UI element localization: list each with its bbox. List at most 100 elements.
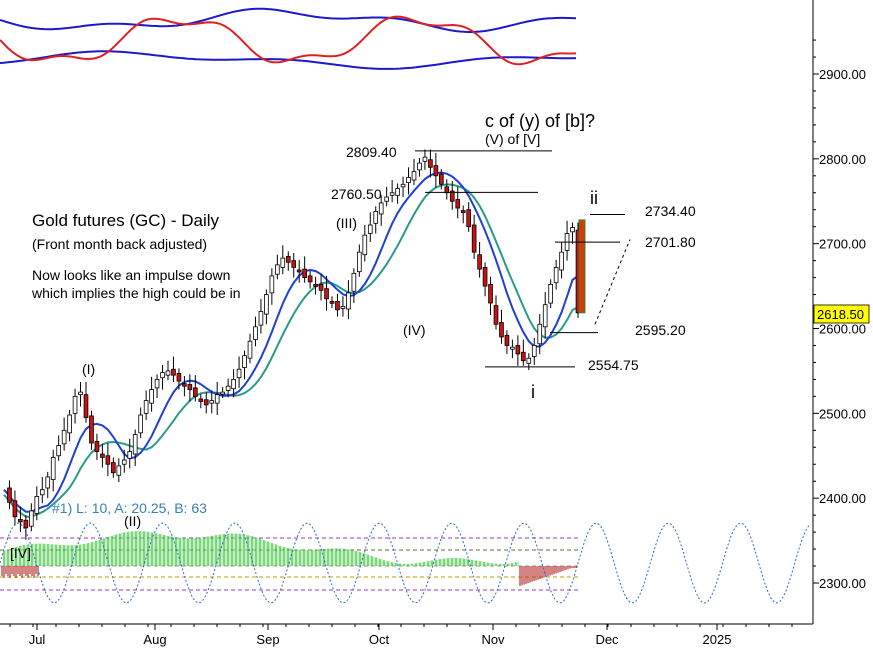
current-price-label: 2618.50 (817, 307, 864, 322)
wave-label-iv-paren: (IV) (403, 322, 426, 338)
chart-subtitle: (Front month back adjusted) (32, 236, 207, 252)
candle-down (439, 173, 444, 185)
candle-up (34, 496, 40, 514)
candle-up (67, 414, 72, 434)
candle-up (138, 414, 143, 434)
candle-up (209, 400, 215, 404)
candle-down (521, 351, 526, 362)
candle-down (313, 283, 318, 287)
candle-up (384, 196, 389, 202)
candle-up (50, 457, 56, 480)
candle-down (83, 394, 89, 418)
candle-up (78, 391, 83, 396)
candle-up (236, 368, 242, 379)
candle-down (460, 210, 466, 213)
y-tick-label: 2600.00 (819, 322, 866, 337)
current-price-tag (813, 304, 870, 324)
x-tick-label: Aug (143, 632, 166, 647)
wave-label-small-ii: ii (590, 188, 598, 208)
candle-down (449, 190, 455, 202)
level-label-2595: 2595.20 (635, 322, 686, 338)
commentary-line-1: Now looks like an impulse down (32, 267, 230, 283)
level-label-2809: 2809.40 (346, 144, 397, 160)
level-label-2760: 2760.50 (331, 186, 382, 202)
candle-up (373, 211, 379, 224)
wave-label-ii-paren: (II) (124, 513, 141, 529)
candle-down (89, 415, 94, 444)
x-tick-label: Oct (369, 632, 390, 647)
candlesticks (7, 149, 586, 540)
candle-down (111, 462, 116, 474)
candle-up (406, 177, 411, 183)
candle-down (493, 305, 499, 325)
wave-label-iv-bracket: [IV] (10, 545, 31, 561)
candle-up (121, 459, 127, 465)
candle-up (553, 267, 559, 284)
oscillator-upper-band (0, 7, 577, 33)
candle-up (542, 304, 548, 328)
level-label-2734: 2734.40 (645, 203, 696, 219)
candle-up (29, 510, 34, 527)
candle-up (72, 395, 78, 414)
candle-down (466, 209, 471, 228)
candle-up (570, 227, 575, 233)
candle-down (171, 368, 176, 376)
y-tick-label: 2700.00 (819, 237, 866, 252)
candle-down (515, 345, 521, 355)
candle-up (280, 257, 286, 268)
wave-label-small-i: i (531, 382, 535, 402)
cycle-sine-wave (0, 522, 811, 604)
wave-label-iii-paren: (III) (336, 215, 357, 231)
candle-up (367, 224, 373, 234)
candle-down (296, 269, 302, 273)
candle-down (471, 224, 477, 253)
candle-up (225, 385, 231, 391)
candle-down (455, 199, 461, 209)
level-label-2701: 2701.80 (645, 234, 696, 250)
candle-down (18, 518, 23, 523)
cycle-parameters-label: #1) L: 10, A: 20.25, B: 63 (52, 500, 207, 516)
x-tick-label: Nov (481, 632, 505, 647)
candle-up (400, 183, 406, 188)
y-tick-label: 2300.00 (819, 576, 866, 591)
candle-up (357, 251, 362, 273)
candle-up (395, 188, 400, 196)
candle-down (198, 398, 204, 402)
candle-down (100, 453, 105, 458)
candle-down (499, 322, 504, 338)
candle-up (422, 156, 428, 162)
candle-up (537, 323, 543, 345)
candle-down (94, 440, 100, 452)
candle-up (127, 451, 133, 459)
candle-up (559, 251, 564, 271)
y-tick-label: 2900.00 (819, 67, 866, 82)
commentary-line-2: which implies the high could be in (31, 285, 241, 301)
candle-down (23, 519, 29, 529)
candle-up (340, 306, 346, 309)
x-tick-label: 2025 (703, 632, 732, 647)
candle-up (214, 394, 220, 404)
top-oscillator-panel (0, 7, 577, 70)
price-axis: 2300.00 2400.00 2500.00 2600.00 2700.00 2800.… (813, 39, 866, 591)
candle-up (264, 294, 269, 315)
y-tick-label: 2400.00 (819, 491, 866, 506)
candle-up (417, 162, 422, 171)
candle-down (291, 260, 297, 268)
candle-up (258, 311, 264, 326)
candle-down (182, 383, 187, 387)
level-label-2554: 2554.75 (588, 357, 639, 373)
level-lines (415, 150, 631, 368)
candle-down (433, 165, 439, 177)
x-tick-label: Sep (256, 632, 279, 647)
candle-up (526, 357, 532, 364)
candle-up (389, 192, 395, 196)
moving-average-slow (3, 183, 579, 518)
candle-down (187, 384, 193, 390)
candle-last (578, 219, 586, 314)
candle-up (132, 434, 138, 455)
y-tick-label: 2800.00 (819, 152, 866, 167)
candle-up (116, 465, 122, 476)
candle-up (351, 272, 357, 292)
candle-down (307, 275, 313, 283)
